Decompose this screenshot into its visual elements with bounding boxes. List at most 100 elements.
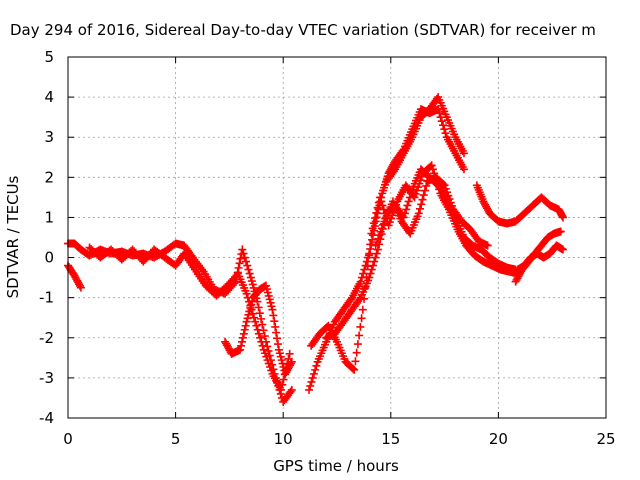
data-point: [256, 333, 265, 342]
data-point: [239, 329, 248, 338]
data-point: [419, 191, 428, 200]
y-tick-label: -4: [39, 409, 54, 427]
data-point: [418, 195, 427, 204]
data-point: [371, 253, 380, 262]
data-point: [368, 261, 377, 270]
y-tick-label: 2: [44, 168, 54, 186]
data-point: [367, 229, 376, 238]
data-point: [76, 283, 85, 292]
data-point: [255, 309, 264, 318]
data-point: [427, 161, 436, 170]
data-point: [372, 208, 381, 217]
y-tick-label: 1: [44, 208, 54, 226]
y-tick-label: 0: [44, 249, 54, 267]
data-point: [242, 257, 251, 266]
data-point: [242, 289, 251, 298]
data-point: [440, 125, 449, 134]
data-point: [437, 117, 446, 126]
data-point: [239, 249, 248, 258]
data-point: [366, 240, 375, 249]
data-point: [309, 369, 318, 378]
data-point: [356, 277, 365, 286]
data-point: [353, 340, 362, 349]
data-point: [358, 305, 367, 314]
y-tick-label: -1: [39, 289, 54, 307]
data-point: [238, 333, 247, 342]
data-series: [64, 261, 85, 292]
y-tick-label: -3: [39, 369, 54, 387]
x-tick-label: 25: [596, 430, 615, 448]
data-points: [64, 93, 567, 406]
data-point: [254, 329, 263, 338]
chart-title: Day 294 of 2016, Sidereal Day-to-day VTE…: [10, 21, 596, 39]
data-point: [422, 181, 431, 190]
data-point: [75, 281, 84, 290]
data-point: [287, 385, 296, 394]
data-point: [439, 180, 448, 189]
data-point: [414, 209, 423, 218]
data-point: [270, 317, 279, 326]
data-point: [237, 341, 246, 350]
data-point: [260, 332, 269, 341]
data-point: [286, 387, 295, 396]
data-point: [238, 245, 247, 254]
data-point: [273, 340, 282, 349]
y-axis-label: SDTVAR / TECUs: [4, 175, 22, 298]
data-point: [346, 295, 355, 304]
data-point: [378, 201, 387, 210]
y-tick-label: 3: [44, 128, 54, 146]
data-point: [308, 373, 317, 382]
data-point: [357, 314, 366, 323]
data-point: [459, 165, 468, 174]
data-point: [278, 380, 287, 389]
x-tick-label: 20: [489, 430, 508, 448]
data-point: [287, 357, 296, 366]
data-point: [558, 213, 567, 222]
data-point: [285, 349, 294, 358]
data-point: [254, 303, 263, 312]
data-point: [243, 261, 252, 270]
x-tick-label: 15: [381, 430, 400, 448]
data-point: [400, 209, 409, 218]
data-point: [416, 204, 425, 213]
data-point: [556, 227, 565, 236]
data-point: [351, 357, 360, 366]
data-point: [558, 245, 567, 254]
y-tick-label: 5: [44, 48, 54, 66]
data-point: [311, 365, 320, 374]
data-point: [258, 320, 267, 329]
data-point: [368, 224, 377, 233]
data-point: [435, 109, 444, 118]
data-point: [306, 381, 315, 390]
data-point: [420, 186, 429, 195]
data-point: [271, 322, 280, 331]
data-point: [376, 193, 385, 202]
data-point: [404, 197, 413, 206]
data-point: [459, 149, 468, 158]
data-point: [367, 265, 376, 274]
data-point: [312, 361, 321, 370]
data-point: [370, 257, 379, 266]
data-point: [257, 314, 266, 323]
data-series: [85, 243, 294, 394]
data-point: [273, 334, 282, 343]
data-point: [272, 328, 281, 337]
data-point: [236, 345, 245, 354]
data-point: [307, 377, 316, 386]
data-point: [235, 259, 244, 268]
data-point: [389, 167, 398, 176]
data-point: [238, 337, 247, 346]
data-series: [221, 281, 296, 378]
data-point: [348, 364, 357, 373]
plot-frame: [67, 56, 607, 419]
data-series: [472, 181, 567, 228]
y-tick-label: -2: [39, 329, 54, 347]
data-point: [365, 273, 374, 282]
data-point: [417, 200, 426, 209]
data-point: [236, 254, 245, 263]
data-point: [373, 203, 382, 212]
x-tick-label: 10: [274, 430, 293, 448]
data-point: [279, 375, 288, 384]
data-point: [268, 305, 277, 314]
